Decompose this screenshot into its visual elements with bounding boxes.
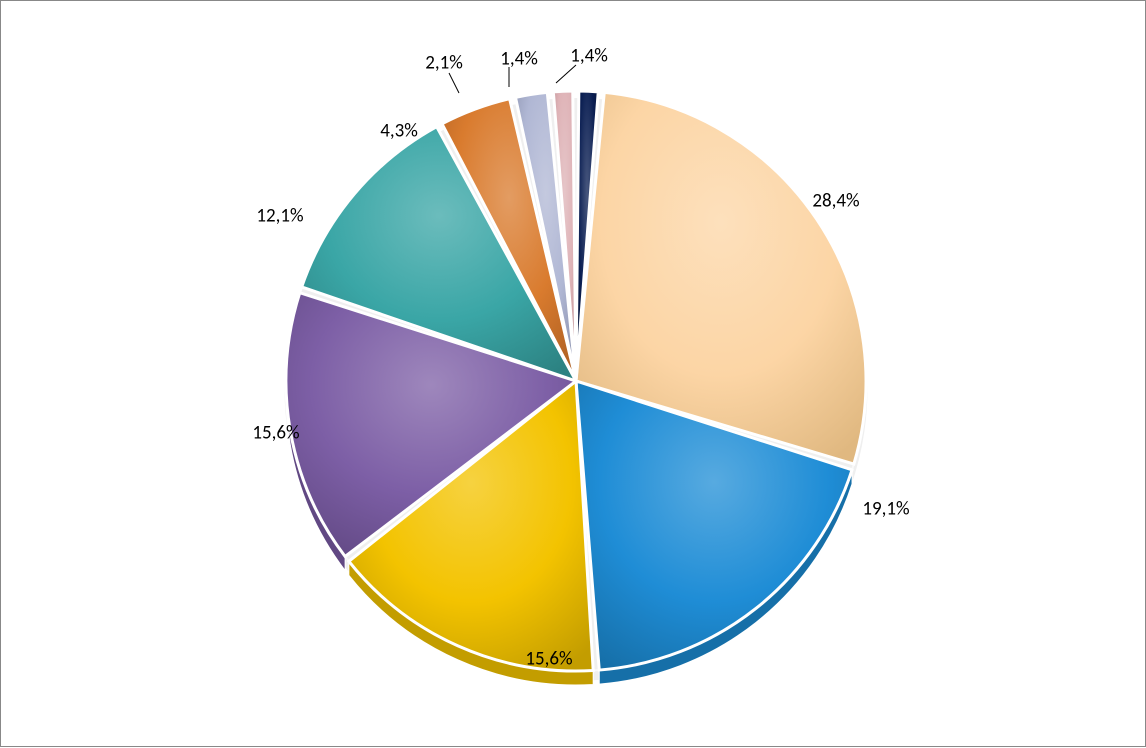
pie-chart-svg	[1, 1, 1146, 748]
data-label: 1,4%	[500, 48, 538, 71]
data-label: 12,1%	[256, 205, 303, 228]
data-label: 1,4%	[570, 45, 608, 68]
data-label: 15,6%	[252, 422, 299, 445]
data-label: 2,1%	[425, 52, 463, 75]
pie-chart-frame: 28,4% 19,1% 15,6% 15,6% 12,1% 4,3% 2,1% 1,4% 1,4…	[0, 0, 1146, 747]
data-label: 4,3%	[380, 120, 418, 143]
data-label: 15,6%	[525, 648, 572, 671]
data-label: 28,4%	[812, 190, 859, 213]
data-label: 19,1%	[862, 498, 909, 521]
